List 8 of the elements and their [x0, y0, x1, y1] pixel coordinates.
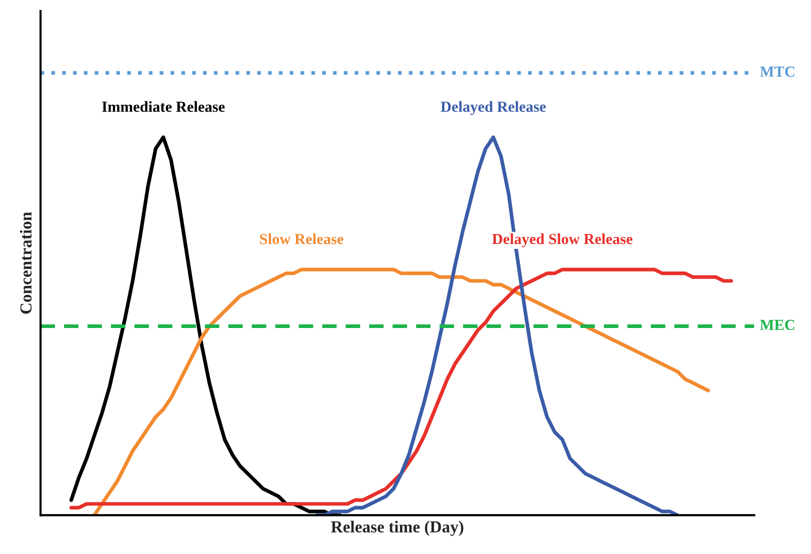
x-axis-title: Release time (Day) [331, 520, 464, 536]
ref-line-label: MEC [760, 320, 794, 330]
series-label: Delayed Slow Release [492, 233, 632, 248]
y-axis-title: Concentration [20, 212, 32, 314]
series-label: Slow Release [260, 233, 344, 244]
series-label: Delayed Release [440, 101, 546, 116]
ref-line-label: MTC [760, 66, 794, 77]
text: Immediate Release [102, 101, 225, 112]
